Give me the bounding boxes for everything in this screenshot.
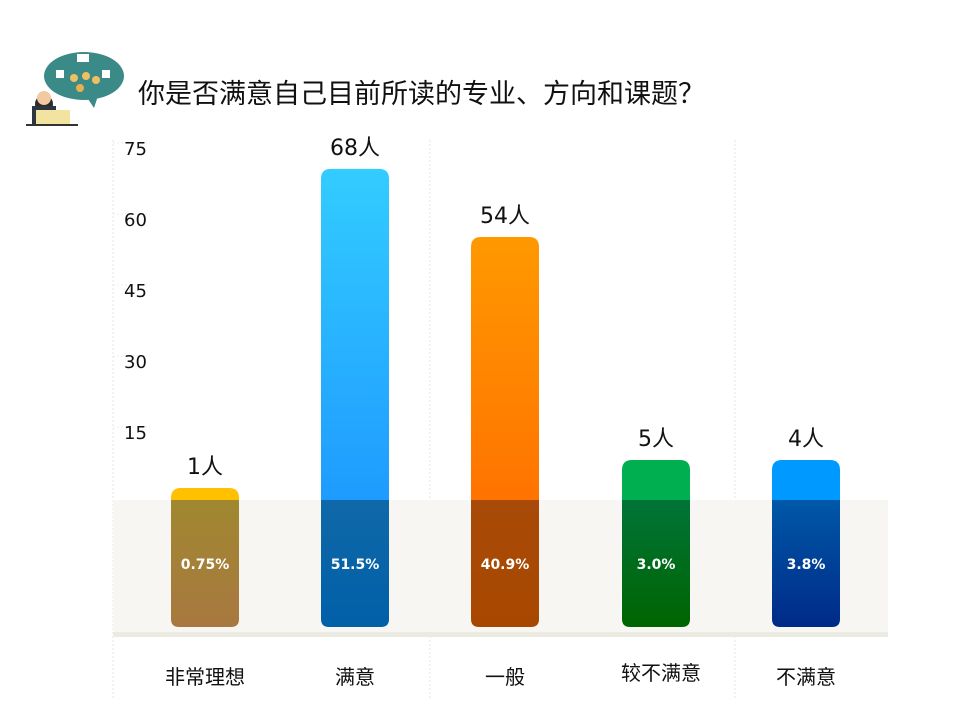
bar-percent-label: 0.75% bbox=[181, 557, 230, 573]
bar-lower bbox=[622, 500, 690, 627]
bar-percent-label: 51.5% bbox=[331, 557, 380, 573]
bar-value-label: 1人 bbox=[187, 455, 223, 480]
category-label: 非常理想 bbox=[165, 665, 245, 689]
bar-value-label: 68人 bbox=[330, 136, 380, 161]
bar-lower bbox=[321, 500, 389, 627]
category-label: 一般 bbox=[485, 665, 525, 689]
baseline bbox=[113, 632, 888, 637]
bar-percent-label: 40.9% bbox=[481, 557, 530, 573]
bar-value-label: 54人 bbox=[480, 204, 530, 229]
bar-value-label: 4人 bbox=[788, 427, 824, 452]
y-tick-label: 60 bbox=[124, 210, 147, 231]
bar-lower bbox=[471, 500, 539, 627]
bar-upper bbox=[471, 237, 539, 500]
bar-upper bbox=[772, 460, 840, 500]
y-tick-label: 75 bbox=[124, 139, 147, 160]
y-tick-label: 45 bbox=[124, 281, 147, 302]
category-label: 满意 bbox=[335, 665, 375, 689]
bar-percent-label: 3.8% bbox=[787, 557, 826, 573]
bar-upper bbox=[622, 460, 690, 500]
y-tick-label: 30 bbox=[124, 352, 147, 373]
bar-lower bbox=[772, 500, 840, 627]
category-label: 不满意 bbox=[776, 665, 836, 689]
category-label: 较不满意 bbox=[621, 661, 701, 685]
chart-title: 你是否满意自己目前所读的专业、方向和课题？ bbox=[138, 79, 705, 110]
bar-upper bbox=[171, 488, 239, 500]
bar-value-label: 5人 bbox=[638, 427, 674, 452]
presenter-icon bbox=[26, 52, 124, 126]
y-tick-label: 15 bbox=[124, 423, 147, 444]
bar-lower bbox=[171, 500, 239, 627]
bar-upper bbox=[321, 168, 389, 500]
bar-percent-label: 3.0% bbox=[637, 557, 676, 573]
